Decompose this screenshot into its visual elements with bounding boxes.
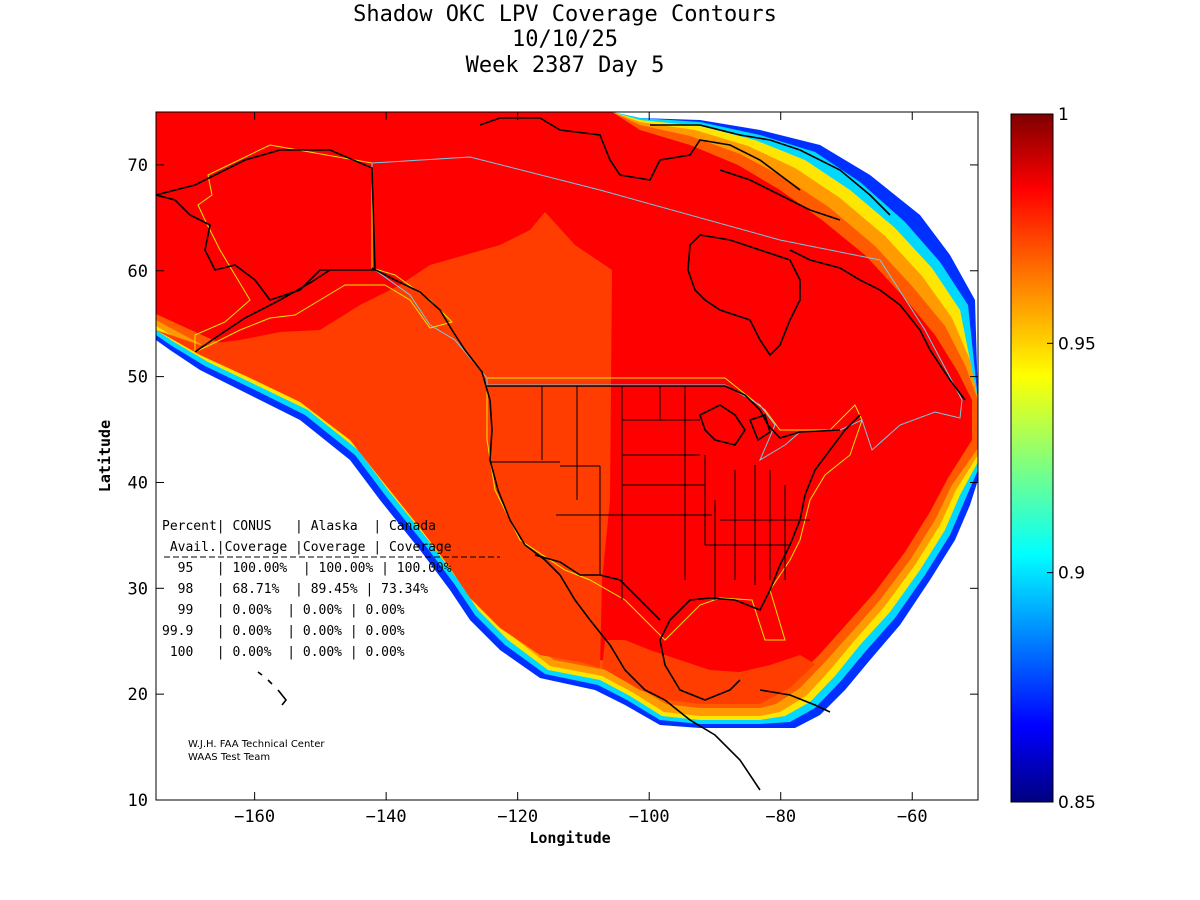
aleutian-chain: [194, 269, 331, 353]
x-tick-label: −120: [497, 807, 538, 827]
y-tick-label: 40: [128, 473, 148, 493]
great-lakes: [699, 404, 771, 446]
north-america-west-coast: [371, 267, 761, 791]
x-tick-label: −140: [366, 807, 407, 827]
alaska-service-boundary: [194, 144, 453, 353]
hudson-bay: [687, 234, 801, 357]
coverage-band-mid-south: [602, 640, 815, 704]
hawaii-islands: [257, 671, 288, 706]
y-axis-label: Latitude: [96, 420, 114, 492]
state-borders: [490, 386, 810, 600]
table-row: 100 | 0.00% | 0.00% | 0.00%: [162, 645, 405, 660]
credit-line-2: WAAS Test Team: [188, 752, 270, 763]
alaska-coastline: [156, 149, 376, 301]
map-title-line-1: Shadow OKC LPV Coverage Contours: [353, 2, 777, 27]
conus-service-boundary: [486, 377, 863, 641]
x-tick-label: −160: [234, 807, 275, 827]
table-header-1: Percent| CONUS | Alaska | Canada: [162, 519, 436, 534]
colorbar-tick-label: 0.9: [1058, 564, 1085, 584]
table-row: 95 | 100.00% | 100.00% | 100.00%: [162, 561, 452, 576]
coastlines: [156, 117, 966, 791]
y-tick-label: 20: [128, 685, 148, 705]
y-tick-label: 70: [128, 156, 148, 176]
table-row: 98 | 68.71% | 89.45% | 73.34%: [162, 582, 428, 597]
map-frame: [155, 111, 979, 801]
colorbar-tick-label: 0.85: [1058, 793, 1096, 813]
colorbar-ticks: 0.85 0.9 0.95 1: [1047, 105, 1096, 813]
cuba: [759, 689, 831, 713]
arctic-islands: [479, 117, 891, 221]
x-axis-label: Longitude: [529, 829, 610, 847]
y-tick-label: 10: [128, 791, 148, 811]
x-tick-label: −80: [765, 807, 796, 827]
map-title-line-3: Week 2387 Day 5: [466, 53, 665, 78]
table-header-2: Avail.|Coverage |Coverage | Coverage: [162, 540, 452, 555]
x-axis: −160 −140 −120 −100 −80 −60: [234, 112, 928, 827]
table-row: 99 | 0.00% | 0.00% | 0.00%: [162, 603, 405, 618]
us-canada-border: [487, 385, 841, 439]
north-america-east-coast: [659, 249, 966, 701]
colorbar-tick-label: 0.95: [1058, 334, 1096, 354]
credit-line-1: W.J.H. FAA Technical Center: [188, 739, 325, 750]
map-title-line-2: 10/10/25: [512, 27, 618, 52]
map-plot-area: [156, 112, 978, 800]
coverage-band-mid: [156, 212, 612, 668]
x-tick-label: −60: [897, 807, 928, 827]
colorbar-tick-label: 1: [1058, 105, 1069, 125]
table-row: 99.9 | 0.00% | 0.00% | 0.00%: [162, 624, 405, 639]
y-axis: 10 20 30 40 50 60 70: [128, 156, 978, 811]
y-tick-label: 50: [128, 368, 148, 388]
state-lines: [490, 386, 810, 600]
colorbar: [1010, 113, 1054, 803]
coverage-table: Percent| CONUS | Alaska | Canada Avail.|…: [162, 519, 500, 660]
y-tick-label: 60: [128, 262, 148, 282]
x-tick-label: −100: [629, 807, 670, 827]
y-tick-label: 30: [128, 579, 148, 599]
